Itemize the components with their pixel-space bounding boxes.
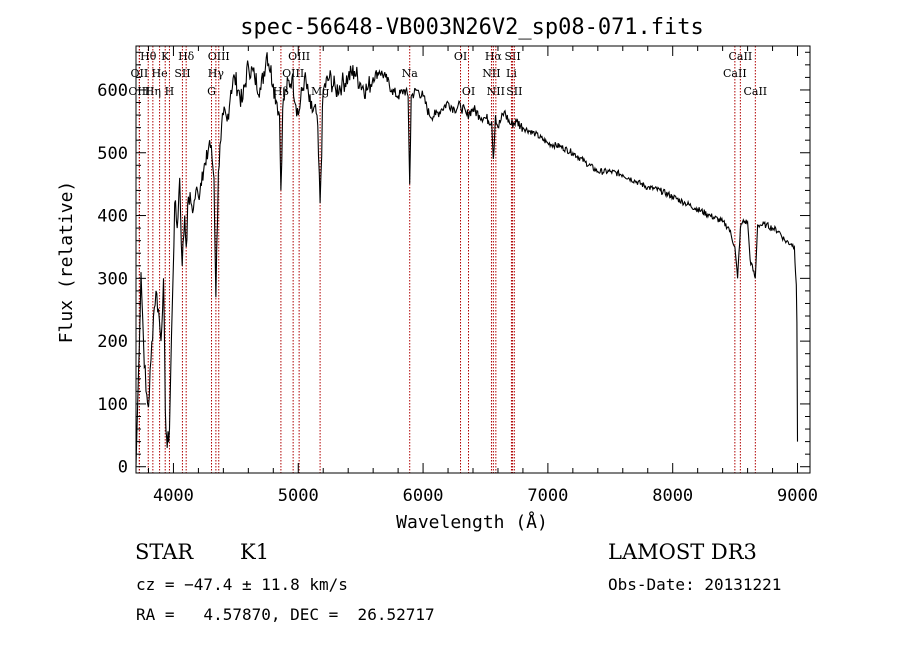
axis-ticks: 4000 5000 6000 7000 8000 9000 0 100 200 300 400 500… xyxy=(97,46,818,506)
spectral-line-label: H xyxy=(165,85,175,98)
spectral-line-label: CaII xyxy=(743,85,767,98)
spectral-line-label: OIII xyxy=(128,85,150,98)
spectrum-series-line xyxy=(135,52,799,467)
spectral-line-label: OIII xyxy=(288,50,310,63)
spectral-line-label: SII xyxy=(174,67,190,80)
spectral-line-label: Li xyxy=(506,67,517,80)
object-class: STAR xyxy=(135,540,194,564)
spectral-line-label: Hγ xyxy=(208,67,225,80)
spectral-line-label: Hα xyxy=(485,50,503,63)
spectral-line-label: CaII xyxy=(723,67,747,80)
chart-title: spec-56648-VB003N26V2_sp08-071.fits xyxy=(240,15,704,40)
x-tick-label: 4000 xyxy=(153,486,194,506)
spectral-line-label: NII xyxy=(482,67,500,80)
y-tick-label: 300 xyxy=(97,269,128,289)
spectral-line-label: SII xyxy=(504,50,520,63)
observation-date: Obs-Date: 20131221 xyxy=(608,575,782,594)
x-tick-label: 6000 xyxy=(403,486,444,506)
spectral-line-label: NII xyxy=(487,85,505,98)
subclass: K1 xyxy=(240,540,270,564)
x-tick-label: 7000 xyxy=(527,486,568,506)
spectral-line-label: OI xyxy=(462,85,475,98)
spectral-line-label: G xyxy=(207,85,216,98)
y-tick-label: 400 xyxy=(97,207,128,227)
spectral-line-label: Hθ xyxy=(140,50,157,63)
y-axis-label: Flux (relative) xyxy=(56,181,77,344)
coordinates: RA = 4.57870, DEC = 26.52717 xyxy=(136,605,435,624)
spectral-line-label: SII xyxy=(506,85,522,98)
redshift-velocity: cz = −47.4 ± 11.8 km/s xyxy=(136,575,348,594)
spectral-line-label: CaII xyxy=(729,50,753,63)
survey-name: LAMOST DR3 xyxy=(608,540,757,564)
spectral-line-label: K xyxy=(161,50,170,63)
y-tick-label: 500 xyxy=(97,144,128,164)
spectral-line-label: OIII xyxy=(208,50,230,63)
spectral-line-label: He xyxy=(152,67,168,80)
y-tick-label: 0 xyxy=(118,458,128,478)
x-tick-label: 5000 xyxy=(278,486,319,506)
spectral-line-label: Na xyxy=(402,67,419,80)
x-tick-label: 8000 xyxy=(652,486,693,506)
spectral-line-label: OI xyxy=(454,50,467,63)
spectral-line-label: Hη xyxy=(145,85,161,98)
y-tick-label: 100 xyxy=(97,395,128,415)
x-tick-label: 9000 xyxy=(777,486,818,506)
y-tick-label: 600 xyxy=(97,81,128,101)
spectral-line-label: Hδ xyxy=(178,50,195,63)
y-tick-label: 200 xyxy=(97,332,128,352)
spectral-line-label: Mg xyxy=(311,85,329,98)
x-axis-label: Wavelength (Å) xyxy=(396,511,548,533)
